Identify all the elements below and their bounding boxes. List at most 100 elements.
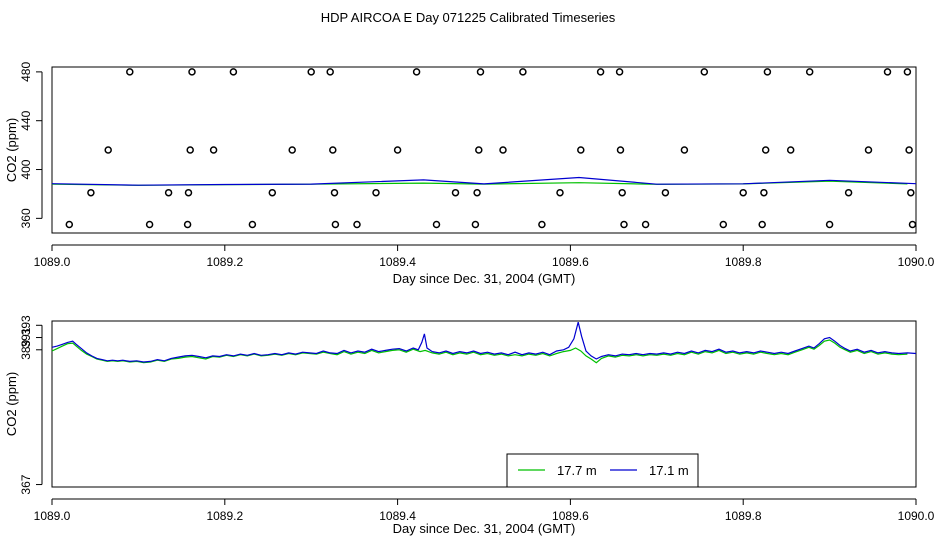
top-marker: [538, 220, 546, 229]
top-x-tick-label: 1089.6: [552, 255, 589, 269]
top-series-line-2: [51, 176, 917, 186]
top-marker: [471, 220, 480, 229]
top-y-tick-label: 440: [19, 110, 33, 130]
top-marker: [87, 188, 95, 197]
top-marker: [307, 68, 315, 76]
top-x-tick-label: 1089.8: [725, 255, 762, 269]
top-marker: [183, 220, 192, 229]
top-x-axis: 1089.0 1089.2 1089.4 1089.6 1089.8 1090.0: [34, 244, 935, 269]
top-marker: [805, 68, 814, 76]
top-marker: [616, 146, 625, 154]
bottom-series-line-1: [51, 339, 908, 364]
top-marker: [577, 146, 585, 154]
legend: 17.7 m 17.1 m: [506, 453, 699, 488]
top-marker: [556, 188, 564, 197]
top-marker: [209, 146, 218, 154]
top-marker: [739, 188, 747, 197]
top-marker: [184, 188, 193, 197]
top-marker: [519, 68, 527, 76]
top-marker: [907, 188, 915, 197]
top-marker: [596, 68, 605, 76]
top-marker: [393, 146, 402, 154]
top-marker: [905, 146, 913, 154]
top-marker: [499, 146, 507, 154]
top-marker: [473, 188, 481, 197]
top-x-tick-label: 1090.0: [898, 255, 935, 269]
top-marker: [248, 220, 257, 229]
bottom-x-tick-label: 1089.8: [725, 509, 762, 523]
top-y-tick-label: 360: [19, 208, 33, 228]
figure-title: HDP AIRCOA E Day 071225 Calibrated Times…: [321, 10, 616, 25]
top-marker: [126, 68, 134, 76]
top-y-axis: 360 400 440 480: [19, 62, 43, 228]
top-series-lines: [51, 176, 917, 186]
top-marker: [372, 188, 380, 197]
bottom-panel: 1089.0 1089.2 1089.4 1089.6 1089.8 1090.0 367…: [4, 315, 935, 536]
top-marker: [825, 220, 834, 229]
top-marker: [288, 146, 296, 154]
top-marker: [188, 68, 196, 76]
top-marker: [700, 68, 709, 76]
top-marker: [615, 68, 624, 76]
top-marker: [661, 188, 670, 197]
top-x-tick-label: 1089.0: [34, 255, 71, 269]
bottom-x-tick-label: 1089.0: [34, 509, 71, 523]
top-marker: [186, 146, 194, 154]
top-x-tick-label: 1089.2: [206, 255, 243, 269]
top-marker: [331, 220, 340, 229]
bottom-x-tick-label: 1089.6: [552, 509, 589, 523]
top-marker: [618, 188, 626, 197]
top-marker: [326, 68, 334, 76]
top-marker: [145, 220, 154, 229]
top-marker: [761, 146, 770, 154]
top-y-tick-label: 400: [19, 159, 33, 179]
top-markers: [65, 68, 917, 229]
bottom-series-lines: [51, 322, 917, 364]
bottom-x-tick-label: 1089.2: [206, 509, 243, 523]
top-marker: [329, 146, 337, 154]
top-marker: [758, 220, 766, 229]
bottom-y-axis-label: CO2 (ppm): [4, 372, 19, 436]
legend-label-series-2: 17.1 m: [649, 463, 689, 478]
bottom-y-tick-label: 393: [19, 315, 33, 335]
bottom-x-tick-label: 1090.0: [898, 509, 935, 523]
top-marker: [164, 188, 173, 197]
top-marker: [903, 68, 912, 76]
top-marker: [786, 146, 795, 154]
bottom-x-tick-label: 1089.4: [379, 509, 416, 523]
top-marker: [680, 146, 689, 154]
top-marker: [760, 188, 768, 197]
top-marker: [229, 68, 238, 76]
bottom-y-tick-label: 389: [19, 339, 33, 359]
top-marker: [844, 188, 853, 197]
top-marker: [908, 220, 917, 229]
top-y-tick-label: 480: [19, 62, 33, 82]
top-marker: [719, 220, 728, 229]
legend-label-series-1: 17.7 m: [557, 463, 597, 478]
bottom-series-line-2: [51, 322, 917, 363]
top-x-tick-label: 1089.4: [379, 255, 416, 269]
top-marker: [330, 188, 339, 197]
top-marker: [432, 220, 441, 229]
top-marker: [620, 220, 628, 229]
top-marker: [864, 146, 873, 154]
top-panel: 1089.0 1089.2 1089.4 1089.6 1089.8 1090.0 360…: [4, 62, 935, 286]
top-marker: [353, 220, 361, 229]
bottom-plot-frame: [51, 320, 917, 488]
top-marker: [763, 68, 772, 76]
top-y-axis-label: CO2 (ppm): [4, 118, 19, 182]
top-marker: [475, 146, 483, 154]
top-marker: [883, 68, 892, 76]
top-marker: [104, 146, 112, 154]
top-marker: [476, 68, 485, 76]
top-marker: [65, 220, 74, 229]
top-x-axis-label: Day since Dec. 31, 2004 (GMT): [393, 271, 576, 286]
top-marker: [268, 188, 277, 197]
bottom-y-tick-label: 391: [19, 327, 33, 347]
top-marker: [451, 188, 460, 197]
top-plot-frame: [51, 66, 917, 234]
bottom-x-axis-label: Day since Dec. 31, 2004 (GMT): [393, 521, 576, 536]
top-marker: [641, 220, 650, 229]
